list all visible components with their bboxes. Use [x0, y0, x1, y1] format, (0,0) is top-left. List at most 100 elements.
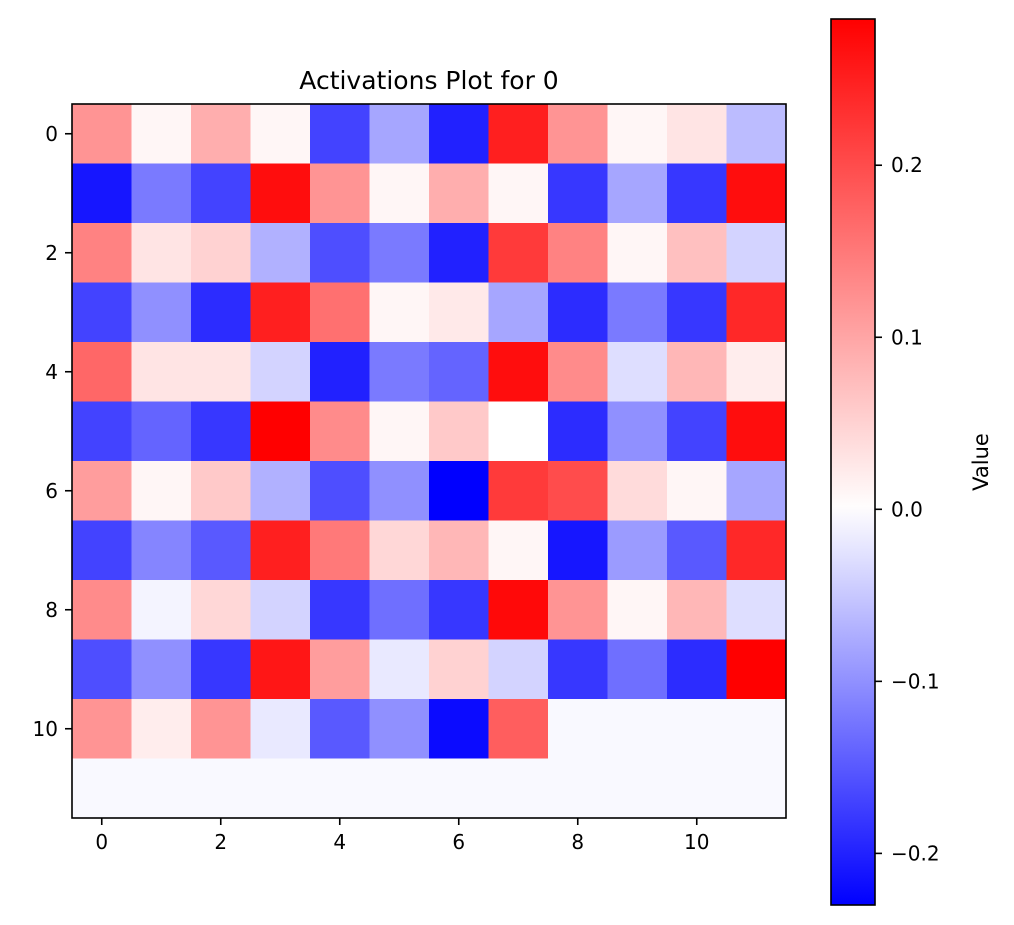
heatmap-cell-r4-c8 — [548, 342, 609, 403]
heatmap-cell-r7-c6 — [429, 520, 490, 581]
heatmap-cell-r8-c3 — [250, 580, 311, 641]
heatmap-cell-r4-c2 — [191, 342, 252, 403]
heatmap-cell-r10-c8 — [548, 699, 609, 760]
heatmap-cell-r11-c10 — [667, 758, 728, 819]
heatmap-cell-r1-c3 — [250, 163, 311, 224]
colorbar-tick-label: −0.1 — [891, 669, 940, 693]
plot-frame — [71, 103, 787, 819]
x-tick-label: 2 — [214, 830, 227, 854]
heatmap-cell-r9-c1 — [131, 639, 192, 700]
heatmap-cell-r6-c2 — [191, 461, 252, 522]
heatmap-cell-r2-c2 — [191, 223, 252, 284]
heatmap-cell-r4-c5 — [369, 342, 430, 403]
heatmap-cell-r10-c2 — [191, 699, 252, 760]
heatmap-cell-r8-c2 — [191, 580, 252, 641]
heatmap-cell-r8-c0 — [72, 580, 133, 641]
heatmap-cell-r9-c5 — [369, 639, 430, 700]
heatmap-cell-r2-c0 — [72, 223, 133, 284]
heatmap-cell-r1-c5 — [369, 163, 430, 224]
heatmap-cell-r8-c7 — [488, 580, 549, 641]
heatmap-cell-r11-c3 — [250, 758, 311, 819]
colorbar-label: Value — [969, 433, 993, 491]
x-axis-ticks: 0 2 4 6 8 10 — [95, 818, 709, 854]
y-tick-label: 4 — [45, 360, 58, 384]
heatmap-cell-r1-c9 — [607, 163, 668, 224]
heatmap-cell-r1-c11 — [726, 163, 787, 224]
heatmap-cell-r3-c7 — [488, 282, 549, 343]
heatmap-cell-r8-c11 — [726, 580, 787, 641]
colorbar-tick-label: 0.1 — [891, 325, 923, 349]
heatmap-cell-r0-c9 — [607, 104, 668, 165]
heatmap-cell-r8-c8 — [548, 580, 609, 641]
heatmap-cell-r5-c10 — [667, 401, 728, 462]
heatmap-cell-r11-c4 — [310, 758, 371, 819]
heatmap-cell-r5-c3 — [250, 401, 311, 462]
heatmap-cell-r2-c6 — [429, 223, 490, 284]
heatmap-cell-r4-c6 — [429, 342, 490, 403]
heatmap-cell-r7-c3 — [250, 520, 311, 581]
heatmap-cell-r9-c6 — [429, 639, 490, 700]
heatmap-cell-r10-c3 — [250, 699, 311, 760]
heatmap-cell-r3-c9 — [607, 282, 668, 343]
colorbar-tick-label: 0.2 — [891, 153, 923, 177]
heatmap-cell-r11-c11 — [726, 758, 787, 819]
heatmap-cell-r3-c6 — [429, 282, 490, 343]
heatmap-cell-r6-c3 — [250, 461, 311, 522]
heatmap-cell-r8-c1 — [131, 580, 192, 641]
heatmap-cell-r6-c7 — [488, 461, 549, 522]
heatmap-cell-r1-c7 — [488, 163, 549, 224]
heatmap-cell-r5-c11 — [726, 401, 787, 462]
heatmap-cell-r5-c6 — [429, 401, 490, 462]
x-tick-label: 6 — [452, 830, 465, 854]
heatmap-cell-r5-c2 — [191, 401, 252, 462]
heatmap-cell-r9-c9 — [607, 639, 668, 700]
heatmap-cell-r1-c0 — [72, 163, 133, 224]
heatmap-cell-r0-c2 — [191, 104, 252, 165]
heatmap-cell-r7-c4 — [310, 520, 371, 581]
heatmap-cell-r11-c1 — [131, 758, 192, 819]
heatmap-cell-r10-c10 — [667, 699, 728, 760]
heatmap-cell-r9-c3 — [250, 639, 311, 700]
heatmap-cell-r10-c6 — [429, 699, 490, 760]
chart-title: Activations Plot for 0 — [299, 66, 558, 95]
heatmap-cell-r8-c4 — [310, 580, 371, 641]
heatmap-cell-r7-c9 — [607, 520, 668, 581]
x-tick-label: 10 — [684, 830, 709, 854]
heatmap-cell-r1-c10 — [667, 163, 728, 224]
heatmap-cell-r4-c0 — [72, 342, 133, 403]
heatmap-cell-r7-c10 — [667, 520, 728, 581]
y-tick-label: 2 — [45, 241, 58, 265]
heatmap-cell-r6-c11 — [726, 461, 787, 522]
heatmap-cell-r11-c6 — [429, 758, 490, 819]
heatmap-cell-r6-c1 — [131, 461, 192, 522]
heatmap-cell-r7-c5 — [369, 520, 430, 581]
heatmap-cell-r6-c10 — [667, 461, 728, 522]
heatmap-cell-r11-c0 — [72, 758, 133, 819]
heatmap-cell-r0-c1 — [131, 104, 192, 165]
heatmap-cell-r0-c3 — [250, 104, 311, 165]
colorbar-tick-label: −0.2 — [891, 841, 940, 865]
heatmap-cell-r10-c4 — [310, 699, 371, 760]
heatmap-cell-r9-c7 — [488, 639, 549, 700]
heatmap-cell-r10-c5 — [369, 699, 430, 760]
heatmap-cell-r11-c5 — [369, 758, 430, 819]
heatmap-cell-r2-c4 — [310, 223, 371, 284]
colorbar-tick-label: 0.0 — [891, 497, 923, 521]
colorbar-gradient — [831, 19, 875, 905]
heatmap-cell-r11-c7 — [488, 758, 549, 819]
heatmap-cell-r1-c2 — [191, 163, 252, 224]
heatmap-cell-r6-c0 — [72, 461, 133, 522]
heatmap-cell-r1-c4 — [310, 163, 371, 224]
heatmap-cell-r10-c7 — [488, 699, 549, 760]
heatmap-cell-r2-c5 — [369, 223, 430, 284]
heatmap-cell-r0-c4 — [310, 104, 371, 165]
y-tick-label: 6 — [45, 479, 58, 503]
heatmap-cell-r6-c5 — [369, 461, 430, 522]
heatmap-cell-r3-c3 — [250, 282, 311, 343]
heatmap-cell-r9-c10 — [667, 639, 728, 700]
heatmap-cell-r2-c10 — [667, 223, 728, 284]
y-tick-label: 8 — [45, 598, 58, 622]
heatmap-cell-r4-c4 — [310, 342, 371, 403]
heatmap-cell-r3-c4 — [310, 282, 371, 343]
heatmap-cell-r11-c9 — [607, 758, 668, 819]
